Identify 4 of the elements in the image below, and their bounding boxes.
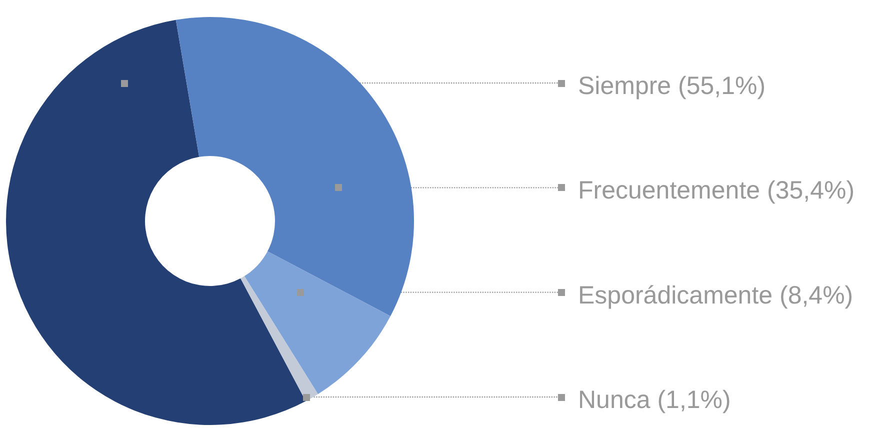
slice-label: Nunca (1,1%) <box>578 386 731 414</box>
slice-label: Frecuentemente (35,4%) <box>578 176 855 205</box>
slice-label: Siempre (55,1%) <box>578 72 766 100</box>
slice-label: Esporádicamente (8,4%) <box>578 281 854 310</box>
